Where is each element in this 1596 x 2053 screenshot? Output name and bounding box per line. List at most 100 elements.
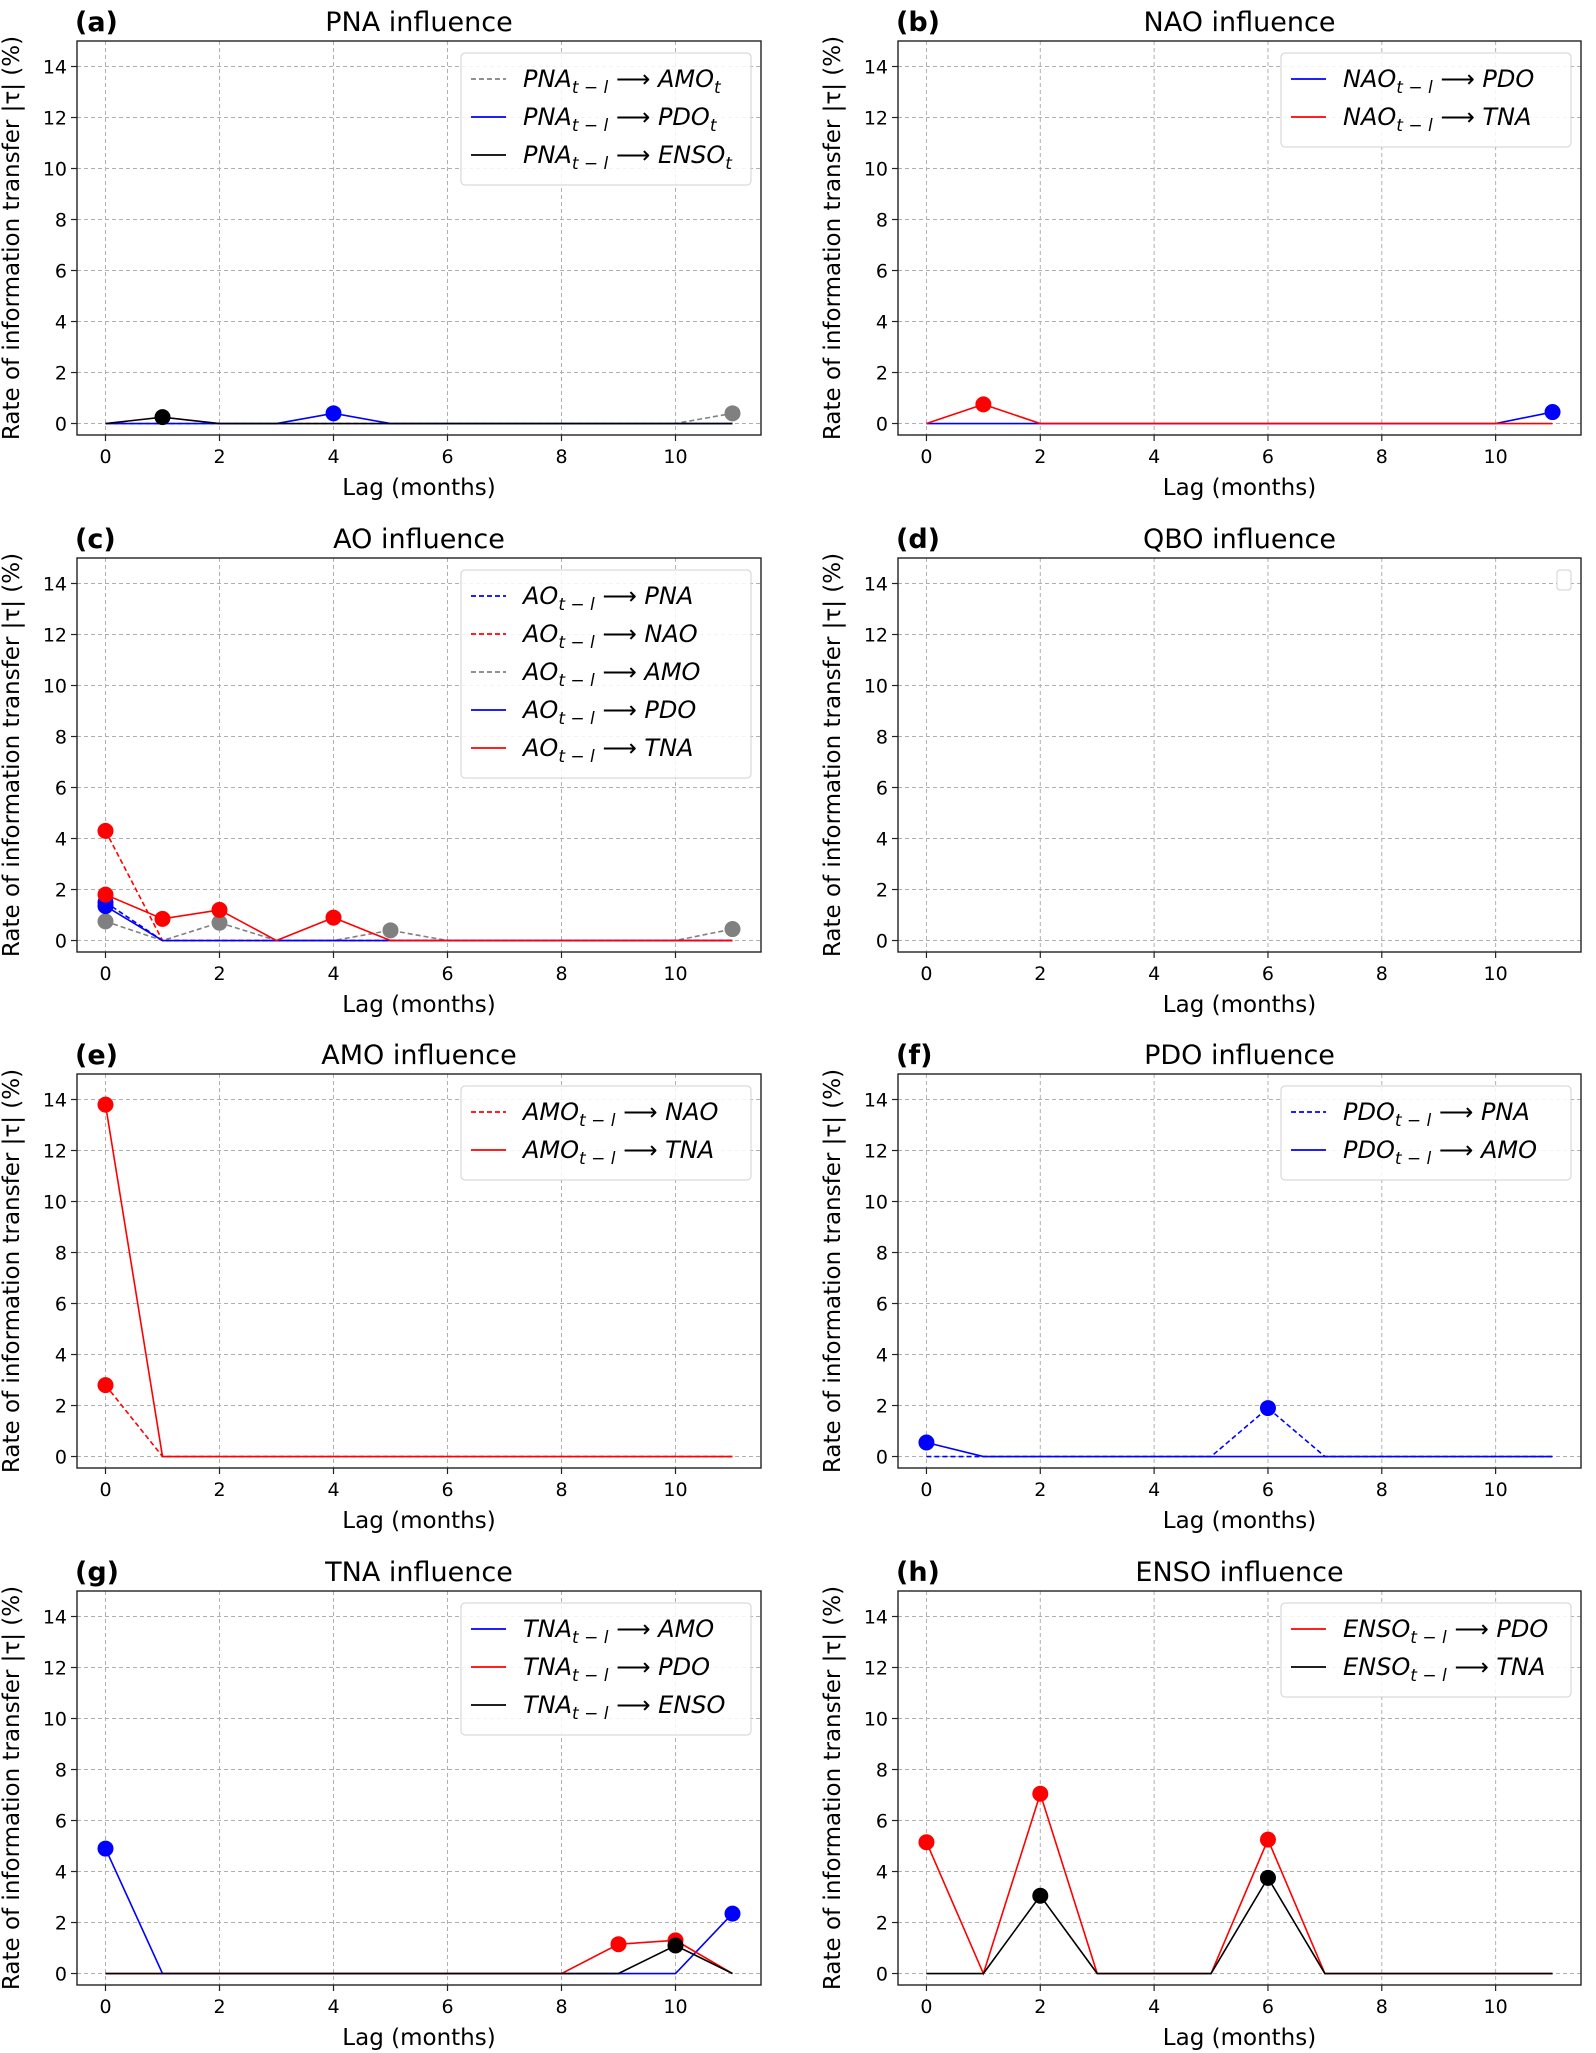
x-tick-label: 0	[920, 963, 932, 985]
x-tick-label: 2	[1034, 963, 1046, 985]
y-tick-label: 12	[43, 1658, 67, 1680]
legend-entry: AOt − l ⟶ AMO	[521, 658, 700, 691]
chart-panel-a: 0 2 4 6 8 10 0 2 4 6 8 10 12 14 Lag (months) Rate of in…	[0, 7, 762, 501]
y-tick-label: 8	[876, 727, 888, 749]
legend-entry: TNAt − l ⟶ PDO	[523, 1653, 710, 1686]
data-point-amo-lag0	[97, 1840, 114, 1857]
x-tick-label: 0	[99, 963, 111, 985]
y-tick-label: 0	[55, 931, 67, 953]
x-tick-label: 6	[1262, 446, 1274, 468]
series-line-amo-nao	[104, 1384, 733, 1458]
y-tick-label: 12	[864, 1658, 888, 1680]
legend-entry: AOt − l ⟶ PDO	[521, 696, 696, 729]
y-tick-label: 14	[864, 57, 888, 79]
x-tick-label: 0	[99, 1479, 111, 1501]
x-tick-label: 8	[1376, 446, 1388, 468]
panel-letter: (c)	[75, 524, 116, 555]
x-tick-label: 2	[213, 963, 225, 985]
y-tick-label: 10	[864, 676, 888, 698]
data-point-tna-lag2	[1032, 1887, 1049, 1904]
y-axis-label: Rate of information transfer |τ| (%)	[0, 553, 25, 957]
legend-entry: TNAt − l ⟶ AMO	[523, 1615, 714, 1648]
plot-area	[105, 405, 741, 426]
x-axis-label: Lag (months)	[1163, 1508, 1316, 1534]
x-tick-label: 6	[441, 1996, 453, 2018]
x-tick-label: 6	[1262, 1996, 1274, 2018]
chart-panel-f: 0 2 4 6 8 10 0 2 4 6 8 10 12 14 Lag (months) Rate of in…	[820, 1040, 1582, 1534]
data-point-tna-lag1	[975, 396, 992, 413]
y-tick-label: 6	[55, 778, 67, 800]
panel-title: AMO influence	[321, 1040, 517, 1071]
y-tick-label: 12	[43, 1141, 67, 1163]
y-tick-label: 0	[876, 931, 888, 953]
y-tick-label: 10	[43, 159, 67, 181]
y-tick-label: 4	[55, 312, 67, 334]
x-tick-label: 8	[1376, 963, 1388, 985]
y-tick-label: 0	[55, 1964, 67, 1986]
x-tick-label: 4	[327, 1479, 339, 1501]
series-line-nao-tna	[926, 403, 1553, 425]
x-tick-label: 2	[213, 1479, 225, 1501]
data-point-pdo-lag6	[1259, 1831, 1276, 1848]
y-tick-label: 6	[55, 1811, 67, 1833]
data-point-amo-lag11	[724, 921, 741, 938]
grid	[898, 558, 1581, 952]
legend-box	[1280, 1602, 1572, 1698]
axes-frame	[76, 1590, 762, 1986]
y-axis-label: Rate of information transfer |τ| (%)	[0, 1069, 25, 1473]
x-tick-label: 10	[663, 1996, 687, 2018]
y-tick-label: 0	[55, 1447, 67, 1469]
y-axis-label: Rate of information transfer |τ| (%)	[820, 1586, 846, 1990]
x-tick-label: 2	[1034, 1479, 1046, 1501]
panel-title: QBO influence	[1143, 524, 1336, 555]
axes-frame	[897, 40, 1582, 436]
axes-frame	[897, 1073, 1582, 1469]
data-point-nao-lag0	[97, 822, 114, 839]
series-line-pdo-amo	[926, 1441, 1553, 1458]
y-tick-label: 2	[876, 363, 888, 385]
series-line-enso-tna	[926, 1876, 1553, 1975]
x-tick-label: 6	[441, 446, 453, 468]
x-tick-label: 10	[663, 963, 687, 985]
legend-entry: NAOt − l ⟶ TNA	[1343, 103, 1531, 136]
x-tick-label: 2	[213, 1996, 225, 2018]
y-tick-label: 10	[43, 1709, 67, 1731]
y-tick-label: 14	[864, 1607, 888, 1629]
axes-frame	[76, 557, 762, 953]
y-tick-label: 8	[876, 210, 888, 232]
y-tick-label: 8	[55, 727, 67, 749]
legend: PNAt − l ⟶ AMOt PNAt − l ⟶ PDOt PNAt − l ⟶…	[460, 52, 752, 186]
x-tick-label: 8	[555, 963, 567, 985]
panel-title: NAO influence	[1144, 7, 1336, 38]
x-tick-label: 4	[327, 1996, 339, 2018]
x-axis-label: Lag (months)	[1163, 992, 1316, 1018]
y-tick-label: 6	[876, 778, 888, 800]
y-tick-label: 4	[55, 829, 67, 851]
data-point-amo-lag0	[918, 1434, 935, 1451]
y-tick-label: 8	[55, 210, 67, 232]
x-tick-label: 0	[99, 446, 111, 468]
x-tick-label: 4	[1148, 1996, 1160, 2018]
x-tick-label: 0	[920, 1479, 932, 1501]
panel-title: PNA influence	[325, 7, 512, 38]
series-line-tna-enso	[105, 1944, 733, 1975]
legend-entry: AOt − l ⟶ PNA	[521, 582, 693, 615]
axes-frame	[76, 1073, 762, 1469]
x-tick-label: 0	[920, 446, 932, 468]
data-point-tna-lag6	[1259, 1869, 1276, 1886]
axes-frame	[76, 40, 762, 436]
y-tick-label: 6	[55, 261, 67, 283]
series-line-tna-amo	[104, 1848, 734, 1975]
legend-entry: PNAt − l ⟶ AMOt	[523, 65, 722, 98]
y-tick-label: 4	[876, 312, 888, 334]
y-tick-label: 6	[55, 1294, 67, 1316]
data-point-tna-lag0	[97, 1096, 114, 1113]
y-tick-label: 2	[55, 1913, 67, 1935]
y-tick-label: 8	[876, 1243, 888, 1265]
series-line-nao-pdo	[926, 411, 1553, 425]
y-axis-label: Rate of information transfer |τ| (%)	[0, 36, 25, 440]
chart-panel-g: 0 2 4 6 8 10 0 2 4 6 8 10 12 14 Lag (months) Rate of in…	[0, 1557, 762, 2051]
x-tick-label: 10	[1484, 963, 1508, 985]
y-tick-label: 12	[864, 108, 888, 130]
chart-panel-c: 0 2 4 6 8 10 0 2 4 6 8 10 12 14 Lag (months) Rate of in…	[0, 524, 762, 1018]
